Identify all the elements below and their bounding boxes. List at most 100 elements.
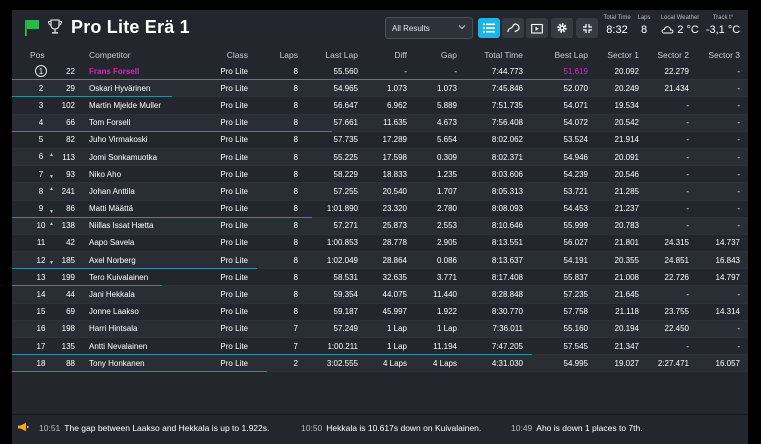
cell-diff: 28.864	[382, 255, 407, 265]
cell-competitor[interactable]: Johan Anttila	[89, 186, 135, 196]
col-last-lap[interactable]: Last Lap	[325, 50, 358, 60]
cell-number: 199	[61, 272, 75, 282]
megaphone-icon	[18, 422, 29, 432]
cell-gap: 2.905	[436, 238, 457, 248]
cell-competitor[interactable]: Frans Forsell	[89, 66, 140, 76]
cell-class: Pro Lite	[220, 66, 248, 76]
cell-competitor[interactable]: Aapo Savela	[89, 238, 135, 248]
cell-number: 241	[61, 186, 75, 196]
cell-number: 44	[66, 290, 75, 300]
col-sector-1[interactable]: Sector 1	[607, 50, 639, 60]
table-row[interactable]: 18 88 Tony Honkanen Pro Lite 2 3:02.555 4 Laps…	[12, 355, 748, 373]
cell-last-lap: 55.560	[333, 66, 358, 76]
table-row[interactable]: 13 199 Tero Kuivalainen Pro Lite 8 58.531 32.6…	[12, 269, 748, 287]
cell-sector-2: 23.755	[664, 307, 689, 317]
total-time-stat: Total Time 8:32	[603, 15, 631, 36]
cell-total-time: 8:05.313	[491, 186, 523, 196]
list-view-button[interactable]	[478, 18, 500, 38]
cell-sector-3: -	[737, 169, 740, 179]
table-row[interactable]: 3 102 Martin Mjelde Muller Pro Lite 8 56.647 6…	[12, 97, 748, 115]
cell-laps: 8	[293, 169, 298, 179]
position-badge: 14	[36, 289, 46, 299]
col-best-lap[interactable]: Best Lap	[554, 50, 588, 60]
cell-competitor[interactable]: Oskari Hyvärinen	[89, 83, 151, 93]
cell-competitor[interactable]: Niko Aho	[89, 169, 122, 179]
cell-last-lap: 58.229	[333, 169, 358, 179]
ticker-text: The gap between Laakso and Hekkala is up…	[64, 423, 270, 433]
local-weather-stat: Local Weather 2 °C	[658, 15, 702, 36]
cell-competitor[interactable]: Niillas Issat Hætta	[89, 221, 154, 231]
cell-number: 69	[66, 307, 75, 317]
table-row[interactable]: 10 ▲ 138 Niillas Issat Hætta Pro Lite 8 57.271…	[12, 217, 748, 235]
table-row[interactable]: 5 82 Juho Virmakoski Pro Lite 8 57.735 17.289 5…	[12, 132, 748, 149]
cell-number: 93	[66, 169, 75, 179]
table-row[interactable]: 8 ▲ 241 Johan Anttila Pro Lite 8 57.255 20.540 1…	[12, 183, 748, 201]
cell-competitor[interactable]: Harri Hintsala	[89, 324, 138, 334]
cell-sector-3: -	[737, 152, 740, 162]
cell-competitor[interactable]: Axel Norberg	[89, 255, 136, 265]
cell-sector-1: 20.249	[614, 83, 639, 93]
col-gap[interactable]: Gap	[440, 50, 457, 60]
cell-diff: 6.962	[386, 100, 407, 110]
table-row[interactable]: 9 ▼ 86 Matti Määttä Pro Lite 8 1:01.890 23.320 2…	[12, 201, 748, 218]
cell-sector-2: 24.315	[664, 238, 689, 248]
col-diff[interactable]: Diff	[394, 50, 407, 60]
cell-sector-1: 21.118	[615, 307, 639, 317]
cell-competitor[interactable]: Tero Kuivalainen	[89, 272, 149, 282]
table-row[interactable]: 16 198 Harri Hintsala Pro Lite 7 57.249 1 Lap 1…	[12, 320, 748, 338]
settings-button[interactable]	[551, 18, 573, 38]
cell-class: Pro Lite	[220, 169, 248, 179]
cell-best-lap: 54.071	[563, 100, 588, 110]
cell-sector-1: 20.092	[614, 66, 639, 76]
col-laps[interactable]: Laps	[279, 50, 298, 60]
position-badge: 7	[38, 169, 44, 179]
cell-competitor[interactable]: Juho Virmakoski	[89, 135, 148, 145]
col-competitor[interactable]: Competitor	[89, 50, 131, 60]
table-row[interactable]: 15 69 Jonne Laakso Pro Lite 8 59.187 45.997 1.9…	[12, 304, 748, 321]
cell-competitor[interactable]: Jani Hekkala	[89, 290, 135, 300]
table-row[interactable]: 14 44 Jani Hekkala Pro Lite 8 59.354 44.075 11.…	[12, 286, 748, 304]
cell-last-lap: 56.647	[333, 100, 358, 110]
ticker-item: 10:49 Aho is down 1 places to 7th.	[511, 423, 643, 433]
col-class[interactable]: Class	[226, 50, 248, 60]
col-sector-2[interactable]: Sector 2	[657, 50, 689, 60]
trophy-icon[interactable]	[47, 18, 63, 36]
table-row[interactable]: 7 ▼ 93 Niko Aho Pro Lite 8 58.229 18.833 1.235 8:…	[12, 166, 748, 184]
col-pos[interactable]: Pos	[30, 50, 45, 60]
position-down-icon: ▼	[49, 208, 54, 215]
cell-competitor[interactable]: Antti Nevalainen	[89, 341, 148, 351]
table-row[interactable]: 17 135 Antti Nevalainen Pro Lite 7 1:00.211 1 …	[12, 338, 748, 356]
cell-diff: 11.635	[383, 118, 407, 128]
cell-gap: 1.707	[436, 186, 457, 196]
cell-total-time: 7:36.011	[492, 324, 523, 334]
table-row[interactable]: 11 42 Aapo Savela Pro Lite 8 1:00.853 28.778 2.…	[12, 235, 748, 253]
cell-sector-2: -	[686, 100, 689, 110]
table-row[interactable]: 2 29 Oskari Hyvärinen Pro Lite 8 54.965 1.073 1…	[12, 80, 748, 98]
cell-competitor[interactable]: Jomi Sonkamuotka	[89, 152, 158, 162]
col-sector-3[interactable]: Sector 3	[708, 50, 740, 60]
cell-sector-1: 20.546	[614, 169, 639, 179]
cell-last-lap: 54.965	[333, 83, 358, 93]
cell-sector-2: -	[686, 204, 689, 214]
cell-sector-3: -	[737, 290, 740, 300]
table-row[interactable]: 1 22 Frans Forsell Pro Lite 8 55.560 - - 7:44.77…	[12, 63, 748, 81]
cell-competitor[interactable]: Tony Honkanen	[89, 358, 145, 368]
cell-last-lap: 1:00.211	[327, 341, 358, 351]
cell-competitor[interactable]: Martin Mjelde Muller	[89, 100, 162, 110]
cell-sector-2: -	[686, 290, 689, 300]
cell-competitor[interactable]: Matti Määttä	[89, 204, 134, 214]
col-total-time[interactable]: Total Time	[484, 50, 523, 60]
fullscreen-button[interactable]	[576, 18, 598, 38]
results-filter-select[interactable]: All Results	[385, 17, 473, 39]
cell-competitor[interactable]: Tom Forsell	[89, 118, 131, 128]
video-button[interactable]	[526, 18, 548, 38]
cell-diff: 1 Lap	[386, 324, 407, 334]
position-down-icon: ▼	[49, 174, 54, 181]
track-map-button[interactable]	[502, 18, 524, 38]
table-row[interactable]: 6 ▲ 113 Jomi Sonkamuotka Pro Lite 8 55.225 17.5…	[12, 148, 748, 167]
table-row[interactable]: 4 66 Tom Forsell Pro Lite 8 57.661 11.635 4.673…	[12, 114, 748, 132]
cell-competitor[interactable]: Jonne Laakso	[89, 307, 139, 317]
cell-total-time: 8:10.646	[491, 221, 523, 231]
gear-icon	[557, 23, 567, 33]
table-row[interactable]: 12 ▼ 185 Axel Norberg Pro Lite 8 1:02.049 28.86…	[12, 252, 748, 270]
